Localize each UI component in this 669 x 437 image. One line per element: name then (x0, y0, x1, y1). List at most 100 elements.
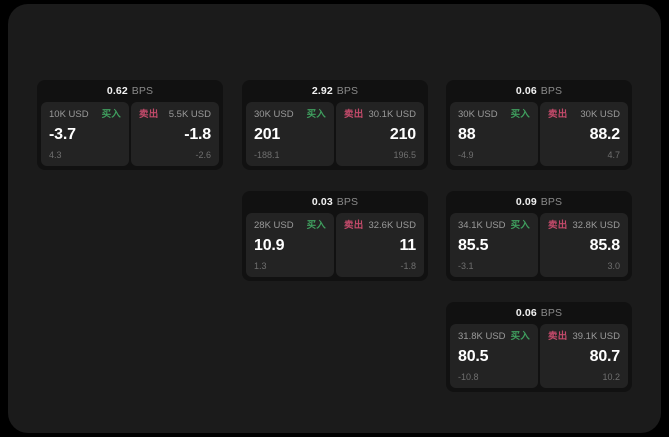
sell-tag: 卖出 (139, 109, 159, 120)
buy-side-header: 28K USD 买入 (254, 220, 326, 231)
spread-card[interactable]: 0.62 BPS 10K USD 买入 -3.7 4.3 卖出 (37, 80, 223, 170)
spread-unit: BPS (540, 196, 563, 208)
buy-side-panel[interactable]: 10K USD 买入 -3.7 4.3 (41, 102, 129, 166)
sell-primary-value: 85.8 (589, 237, 621, 254)
buy-secondary-value: -4.9 (458, 150, 474, 160)
buy-side-panel[interactable]: 34.1K USD 买入 85.5 -3.1 (450, 213, 538, 277)
card-header: 0.62 BPS (37, 80, 223, 102)
spread-card[interactable]: 2.92 BPS 30K USD 买入 201 -188.1 卖出 (242, 80, 428, 170)
sell-tag: 卖出 (344, 109, 364, 120)
sell-size-label: 32.6K USD (368, 220, 416, 231)
spread-unit: BPS (131, 85, 154, 97)
sell-size-label: 32.8K USD (572, 220, 620, 231)
buy-size-label: 10K USD (49, 109, 89, 120)
sell-primary-value: -1.8 (184, 126, 211, 143)
sell-side-header: 卖出 5.5K USD (139, 109, 211, 120)
card-body: 34.1K USD 买入 85.5 -3.1 卖出 32.8K USD 85.8… (446, 213, 632, 281)
sell-side-header: 卖出 30K USD (548, 109, 620, 120)
sell-secondary-value: 10.2 (602, 372, 620, 382)
buy-primary-value: 88 (458, 126, 476, 143)
sell-side-panel[interactable]: 卖出 32.6K USD 11 -1.8 (336, 213, 424, 277)
card-header: 0.09 BPS (446, 191, 632, 213)
buy-side-panel[interactable]: 28K USD 买入 10.9 1.3 (246, 213, 334, 277)
spread-value: 2.92 (311, 85, 333, 97)
card-header: 0.03 BPS (242, 191, 428, 213)
spread-card[interactable]: 0.03 BPS 28K USD 买入 10.9 1.3 卖出 (242, 191, 428, 281)
buy-secondary-value: 4.3 (49, 150, 62, 160)
buy-tag: 买入 (101, 109, 121, 120)
card-body: 30K USD 买入 201 -188.1 卖出 30.1K USD 210 1… (242, 102, 428, 170)
buy-secondary-value: -3.1 (458, 261, 474, 271)
buy-tag: 买入 (306, 109, 326, 120)
sell-side-header: 卖出 39.1K USD (548, 331, 620, 342)
sell-secondary-value: 3.0 (607, 261, 620, 271)
buy-tag: 买入 (510, 109, 530, 120)
buy-primary-value: 80.5 (458, 348, 489, 365)
card-header: 2.92 BPS (242, 80, 428, 102)
spread-unit: BPS (336, 85, 359, 97)
sell-tag: 卖出 (548, 331, 568, 342)
buy-tag: 买入 (510, 331, 530, 342)
buy-secondary-value: 1.3 (254, 261, 267, 271)
buy-size-label: 30K USD (458, 109, 498, 120)
buy-secondary-value: -10.8 (458, 372, 479, 382)
buy-side-header: 10K USD 买入 (49, 109, 121, 120)
buy-primary-value: 10.9 (254, 237, 285, 254)
card-body: 10K USD 买入 -3.7 4.3 卖出 5.5K USD -1.8 -2.… (37, 102, 223, 170)
card-header: 0.06 BPS (446, 80, 632, 102)
sell-side-header: 卖出 30.1K USD (344, 109, 416, 120)
spread-value: 0.06 (515, 85, 537, 97)
spread-card-board: 0.62 BPS 10K USD 买入 -3.7 4.3 卖出 (37, 80, 639, 400)
sell-secondary-value: -2.6 (195, 150, 211, 160)
buy-size-label: 30K USD (254, 109, 294, 120)
buy-side-header: 30K USD 买入 (254, 109, 326, 120)
buy-tag: 买入 (306, 220, 326, 231)
sell-secondary-value: 196.5 (393, 150, 416, 160)
buy-side-panel[interactable]: 31.8K USD 买入 80.5 -10.8 (450, 324, 538, 388)
card-column-3: 0.06 BPS 30K USD 买入 88 -4.9 卖出 (446, 80, 632, 413)
sell-primary-value: 210 (389, 126, 416, 143)
sell-tag: 卖出 (548, 109, 568, 120)
spread-value: 0.62 (106, 85, 128, 97)
sell-side-panel[interactable]: 卖出 30.1K USD 210 196.5 (336, 102, 424, 166)
sell-side-panel[interactable]: 卖出 30K USD 88.2 4.7 (540, 102, 628, 166)
sell-primary-value: 11 (399, 237, 416, 254)
app-panel: 0.62 BPS 10K USD 买入 -3.7 4.3 卖出 (8, 4, 661, 433)
sell-secondary-value: -1.8 (400, 261, 416, 271)
spread-value: 0.03 (311, 196, 333, 208)
sell-primary-value: 80.7 (589, 348, 621, 365)
card-body: 31.8K USD 买入 80.5 -10.8 卖出 39.1K USD 80.… (446, 324, 632, 392)
sell-secondary-value: 4.7 (607, 150, 620, 160)
buy-primary-value: 85.5 (458, 237, 489, 254)
sell-side-header: 卖出 32.6K USD (344, 220, 416, 231)
sell-primary-value: 88.2 (589, 126, 621, 143)
sell-side-panel[interactable]: 卖出 5.5K USD -1.8 -2.6 (131, 102, 219, 166)
sell-size-label: 39.1K USD (572, 331, 620, 342)
buy-tag: 买入 (510, 220, 530, 231)
sell-tag: 卖出 (548, 220, 568, 231)
buy-side-header: 31.8K USD 买入 (458, 331, 530, 342)
spread-card[interactable]: 0.06 BPS 31.8K USD 买入 80.5 -10.8 卖 (446, 302, 632, 392)
buy-side-panel[interactable]: 30K USD 买入 201 -188.1 (246, 102, 334, 166)
card-header: 0.06 BPS (446, 302, 632, 324)
card-body: 30K USD 买入 88 -4.9 卖出 30K USD 88.2 4.7 (446, 102, 632, 170)
buy-secondary-value: -188.1 (254, 150, 280, 160)
buy-side-panel[interactable]: 30K USD 买入 88 -4.9 (450, 102, 538, 166)
buy-primary-value: 201 (254, 126, 281, 143)
card-column-1: 0.62 BPS 10K USD 买入 -3.7 4.3 卖出 (37, 80, 223, 191)
sell-size-label: 5.5K USD (168, 109, 211, 120)
card-column-2: 2.92 BPS 30K USD 买入 201 -188.1 卖出 (242, 80, 428, 302)
spread-value: 0.09 (515, 196, 537, 208)
spread-value: 0.06 (515, 307, 537, 319)
sell-size-label: 30.1K USD (368, 109, 416, 120)
card-body: 28K USD 买入 10.9 1.3 卖出 32.6K USD 11 -1.8 (242, 213, 428, 281)
spread-card[interactable]: 0.06 BPS 30K USD 买入 88 -4.9 卖出 (446, 80, 632, 170)
buy-size-label: 34.1K USD (458, 220, 506, 231)
spread-card[interactable]: 0.09 BPS 34.1K USD 买入 85.5 -3.1 卖出 (446, 191, 632, 281)
buy-side-header: 30K USD 买入 (458, 109, 530, 120)
sell-side-panel[interactable]: 卖出 32.8K USD 85.8 3.0 (540, 213, 628, 277)
spread-unit: BPS (336, 196, 359, 208)
sell-tag: 卖出 (344, 220, 364, 231)
sell-side-panel[interactable]: 卖出 39.1K USD 80.7 10.2 (540, 324, 628, 388)
buy-primary-value: -3.7 (49, 126, 76, 143)
